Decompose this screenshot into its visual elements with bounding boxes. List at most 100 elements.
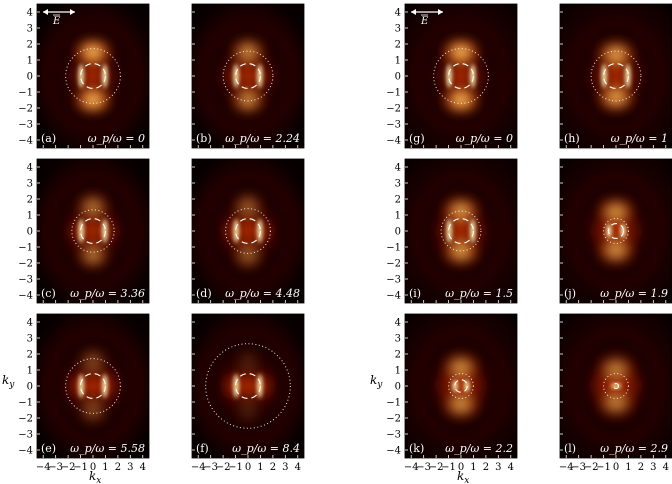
center-glow (236, 219, 260, 243)
outer-dotted-circle (603, 218, 629, 244)
y-tick-label: −1 (386, 88, 401, 99)
outer-dotted-circle (448, 373, 474, 399)
y-tick-label: 1 (27, 366, 33, 377)
crescent (257, 64, 263, 88)
heatmap-panel-p4 (37, 314, 149, 458)
y-tick-label: 1 (27, 56, 33, 67)
lobe-top (78, 347, 108, 377)
y-tick-label: 0 (27, 382, 33, 393)
crescent (452, 380, 458, 392)
panel-label: (d) (196, 287, 212, 300)
x-tick-label: 3 (650, 462, 656, 473)
x-tick-label: −1 (596, 462, 611, 473)
intensity-lobes (405, 159, 517, 303)
y-tick-label: 4 (27, 8, 33, 19)
y-tick-label: 0 (395, 227, 401, 238)
fringe-ring (414, 172, 508, 290)
center-glow (236, 374, 260, 398)
center-glow (81, 64, 105, 88)
y-tick-label: −2 (18, 414, 33, 425)
x-tick-label: 1 (257, 462, 263, 473)
x-tick-label: 4 (508, 462, 514, 473)
y-tick-label: −4 (18, 136, 33, 147)
y-tick-label: 4 (27, 318, 33, 329)
axes-layer: 43210−1−2−3−443210−1−2−3−443210−1−2−3−4−… (2, 8, 669, 484)
x-tick-label: −4 (36, 462, 51, 473)
x-tick-label: −1 (441, 462, 456, 473)
x-tick-label: 1 (102, 462, 108, 473)
crescent (102, 64, 108, 88)
center-glow (81, 374, 105, 398)
crescent (610, 383, 617, 389)
y-tick-label: −3 (386, 120, 401, 131)
inner-dashed-circle (612, 382, 620, 390)
y-tick-label: 0 (27, 72, 33, 83)
ratio-label: ω_p/ω = 4.48 (225, 287, 300, 300)
field-arrow-icon: E (43, 9, 75, 27)
center-glow (604, 64, 628, 88)
ratio-label: ω_p/ω = 8.4 (232, 442, 300, 455)
x-tick-label: −2 (429, 462, 444, 473)
lobe-left (588, 365, 612, 407)
heatmap-panel-p2 (37, 159, 149, 303)
y-tick-label: 3 (395, 334, 401, 345)
y-tick-label: 3 (395, 179, 401, 190)
panel-label: (k) (409, 442, 424, 455)
ratio-label: ω_p/ω = 3.36 (70, 287, 145, 300)
center-glow (81, 219, 105, 243)
heatmap-panel-p3 (192, 159, 304, 303)
heatmap-panel-p10 (405, 314, 517, 458)
heatmap-panel-p8 (405, 159, 517, 303)
crescent (102, 219, 108, 243)
lobe-left (588, 210, 612, 252)
inner-dashed-circle (80, 218, 106, 244)
panel-label: (e) (41, 442, 56, 455)
field-label: E (52, 16, 61, 27)
center-glow (449, 219, 473, 243)
outer-dotted-circle (440, 210, 482, 252)
y-tick-label: 2 (27, 40, 33, 51)
panel-label: (h) (564, 132, 580, 145)
y-tick-label: −3 (386, 430, 401, 441)
lobe-top (236, 347, 260, 377)
heatmap-panel-p1 (192, 4, 304, 148)
y-tick-label: −1 (386, 243, 401, 254)
x-tick-label: −2 (584, 462, 599, 473)
y-tick-label: −2 (386, 259, 401, 270)
inner-dashed-circle (80, 373, 106, 399)
fringe-ring (569, 172, 663, 290)
lobe-top (76, 192, 110, 222)
x-tick-label: 1 (625, 462, 631, 473)
inner-dashed-circle (448, 218, 474, 244)
x-tick-label: 2 (270, 462, 276, 473)
outer-dotted-circle (65, 358, 121, 414)
crescent (257, 374, 263, 398)
outer-dotted-circle (433, 48, 489, 104)
inner-dashed-circle (454, 379, 468, 393)
crescent (257, 219, 263, 243)
x-tick-label: 3 (495, 462, 501, 473)
y-tick-label: −3 (18, 275, 33, 286)
ratio-label: ω_p/ω = 2.2 (445, 442, 513, 455)
x-tick-label: 0 (613, 462, 619, 473)
x-tick-label: −1 (228, 462, 243, 473)
y-tick-label: −2 (18, 259, 33, 270)
x-tick-label: −3 (416, 462, 431, 473)
y-tick-label: −3 (386, 275, 401, 286)
inner-dashed-circle (80, 63, 106, 89)
heatmap-panel-p11 (560, 314, 672, 458)
y-tick-label: −3 (18, 120, 33, 131)
y-tick-label: −1 (18, 398, 33, 409)
field-label: E (420, 16, 429, 27)
y-tick-label: 3 (27, 179, 33, 190)
inner-dashed-circle (603, 63, 629, 89)
lobe-bottom (78, 395, 108, 425)
outer-dotted-circle (65, 48, 121, 104)
ratio-label: ω_p/ω = 0 (456, 132, 513, 145)
outer-dotted-circle (205, 343, 291, 429)
y-tick-label: 3 (395, 24, 401, 35)
outer-dotted-circle (71, 209, 115, 253)
x-tick-label: 1 (470, 462, 476, 473)
panel-label: (i) (409, 287, 421, 300)
